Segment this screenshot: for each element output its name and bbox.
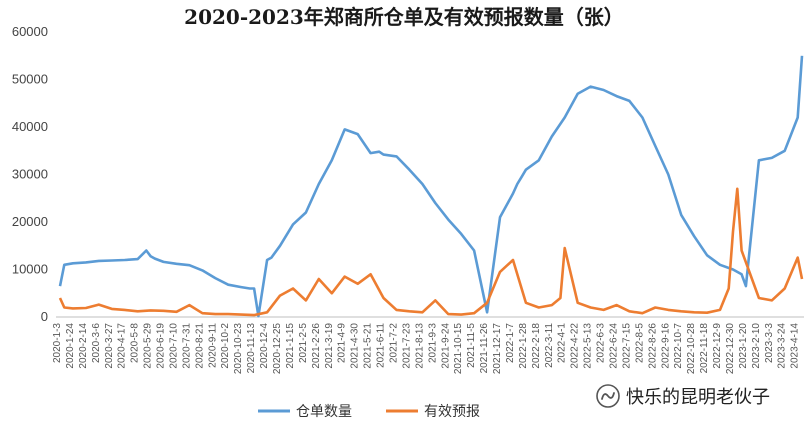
x-tick-label: 2020-9-11 xyxy=(207,323,218,368)
x-tick-label: 2021-9-3 xyxy=(427,323,438,363)
x-tick-label: 2020-5-29 xyxy=(143,323,154,369)
x-tick-label: 2021-10-15 xyxy=(453,323,464,375)
x-tick-label: 2020-10-23 xyxy=(233,323,244,375)
x-tick-label: 2021-8-13 xyxy=(414,323,425,369)
x-tick-label: 2020-3-27 xyxy=(104,323,115,369)
x-tick-label: 2022-6-3 xyxy=(596,323,607,363)
x-tick-label: 2020-4-17 xyxy=(117,323,128,369)
x-tick-label: 2022-12-30 xyxy=(725,323,736,375)
y-tick-label: 20000 xyxy=(12,214,48,229)
legend-item-warehouse-receipts: 仓单数量 xyxy=(258,404,352,420)
x-tick-label: 2022-10-7 xyxy=(673,323,684,369)
x-tick-label: 2020-2-14 xyxy=(78,323,89,369)
series-line-warehouse-receipts xyxy=(58,55,804,318)
series-line-effective-forecast xyxy=(58,187,804,317)
x-tick-label: 2021-11-26 xyxy=(479,323,490,374)
y-tick-label: 10000 xyxy=(12,262,48,277)
x-tick-label: 2020-7-10 xyxy=(168,323,179,369)
wechat-official-account-icon xyxy=(596,384,620,408)
x-tick-label: 2021-3-19 xyxy=(324,323,335,369)
x-tick-label: 2020-7-31 xyxy=(181,323,192,369)
x-tick-label: 2022-6-24 xyxy=(609,323,620,369)
legend-item-effective-forecast: 有效预报 xyxy=(386,404,480,420)
x-tick-label: 2022-8-5 xyxy=(634,323,645,363)
x-tick-label: 2021-2-26 xyxy=(311,323,322,369)
x-tick-label: 2020-3-6 xyxy=(91,323,102,363)
x-tick-label: 2022-2-18 xyxy=(531,323,542,369)
x-tick-label: 2020-12-4 xyxy=(259,323,270,369)
x-tick-label: 2022-1-28 xyxy=(518,323,529,369)
legend: 仓单数量 有效预报 xyxy=(258,404,480,420)
x-tick-label: 2021-12-17 xyxy=(492,323,503,375)
y-tick-label: 60000 xyxy=(12,24,48,39)
x-tick-label: 2021-7-23 xyxy=(401,323,412,369)
x-tick-label: 2021-6-11 xyxy=(376,323,387,368)
x-tick-label: 2022-12-9 xyxy=(712,323,723,369)
x-tick-label: 2021-2-5 xyxy=(298,323,309,363)
x-tick-label: 2022-4-1 xyxy=(557,323,568,363)
x-tick-label: 2021-5-21 xyxy=(363,323,374,369)
x-tick-label: 2022-4-22 xyxy=(570,323,581,369)
x-tick-label: 2023-3-3 xyxy=(764,323,775,363)
legend-label-warehouse-receipts: 仓单数量 xyxy=(296,404,352,420)
x-tick-label: 2020-1-3 xyxy=(52,323,63,363)
watermark-text: 快乐的昆明老伙子 xyxy=(626,387,770,408)
x-tick-label: 2020-5-8 xyxy=(130,323,141,363)
series-layer xyxy=(58,55,804,318)
watermark: 快乐的昆明老伙子 xyxy=(596,384,770,408)
x-axis: 2020-1-3 2020-1-24 2020-2-14 2020-3-6 2020-3… xyxy=(52,323,801,375)
x-tick-label: 2022-5-13 xyxy=(583,323,594,369)
x-tick-label: 2022-9-16 xyxy=(660,323,671,369)
x-tick-label: 2022-1-7 xyxy=(505,323,516,363)
x-tick-label: 2020-1-24 xyxy=(65,323,76,369)
x-tick-label: 2022-8-26 xyxy=(647,323,658,369)
y-tick-label: 50000 xyxy=(12,72,48,87)
x-tick-label: 2022-10-28 xyxy=(686,323,697,375)
x-tick-label: 2020-8-21 xyxy=(194,323,205,369)
y-tick-label: 40000 xyxy=(12,119,48,134)
x-tick-label: 2021-7-2 xyxy=(388,323,399,363)
x-tick-label: 2021-9-24 xyxy=(440,323,451,369)
y-tick-label: 0 xyxy=(41,309,48,324)
x-tick-label: 2022-3-11 xyxy=(544,323,555,368)
x-tick-label: 2021-4-30 xyxy=(350,323,361,369)
x-tick-label: 2023-1-20 xyxy=(738,323,749,369)
x-tick-label: 2023-3-24 xyxy=(777,323,788,369)
x-tick-label: 2023-4-14 xyxy=(790,323,801,369)
x-tick-label: 2022-11-18 xyxy=(699,323,710,374)
x-tick-label: 2023-2-10 xyxy=(751,323,762,369)
chart-title: 2020-2023年郑商所仓单及有效预报数量（张） xyxy=(184,5,624,29)
x-tick-label: 2021-11-5 xyxy=(466,323,477,368)
y-tick-label: 30000 xyxy=(12,167,48,182)
x-tick-label: 2020-12-25 xyxy=(272,323,283,375)
x-tick-label: 2021-4-9 xyxy=(337,323,348,363)
x-tick-label: 2022-7-15 xyxy=(621,323,632,369)
legend-label-effective-forecast: 有效预报 xyxy=(424,404,480,420)
x-tick-label: 2021-1-15 xyxy=(285,323,296,369)
x-tick-label: 2020-6-19 xyxy=(156,323,167,369)
x-tick-label: 2020-10-2 xyxy=(220,323,231,369)
x-tick-label: 2020-11-13 xyxy=(246,323,257,374)
y-axis: 0 10000 20000 30000 40000 50000 60000 xyxy=(12,24,48,324)
